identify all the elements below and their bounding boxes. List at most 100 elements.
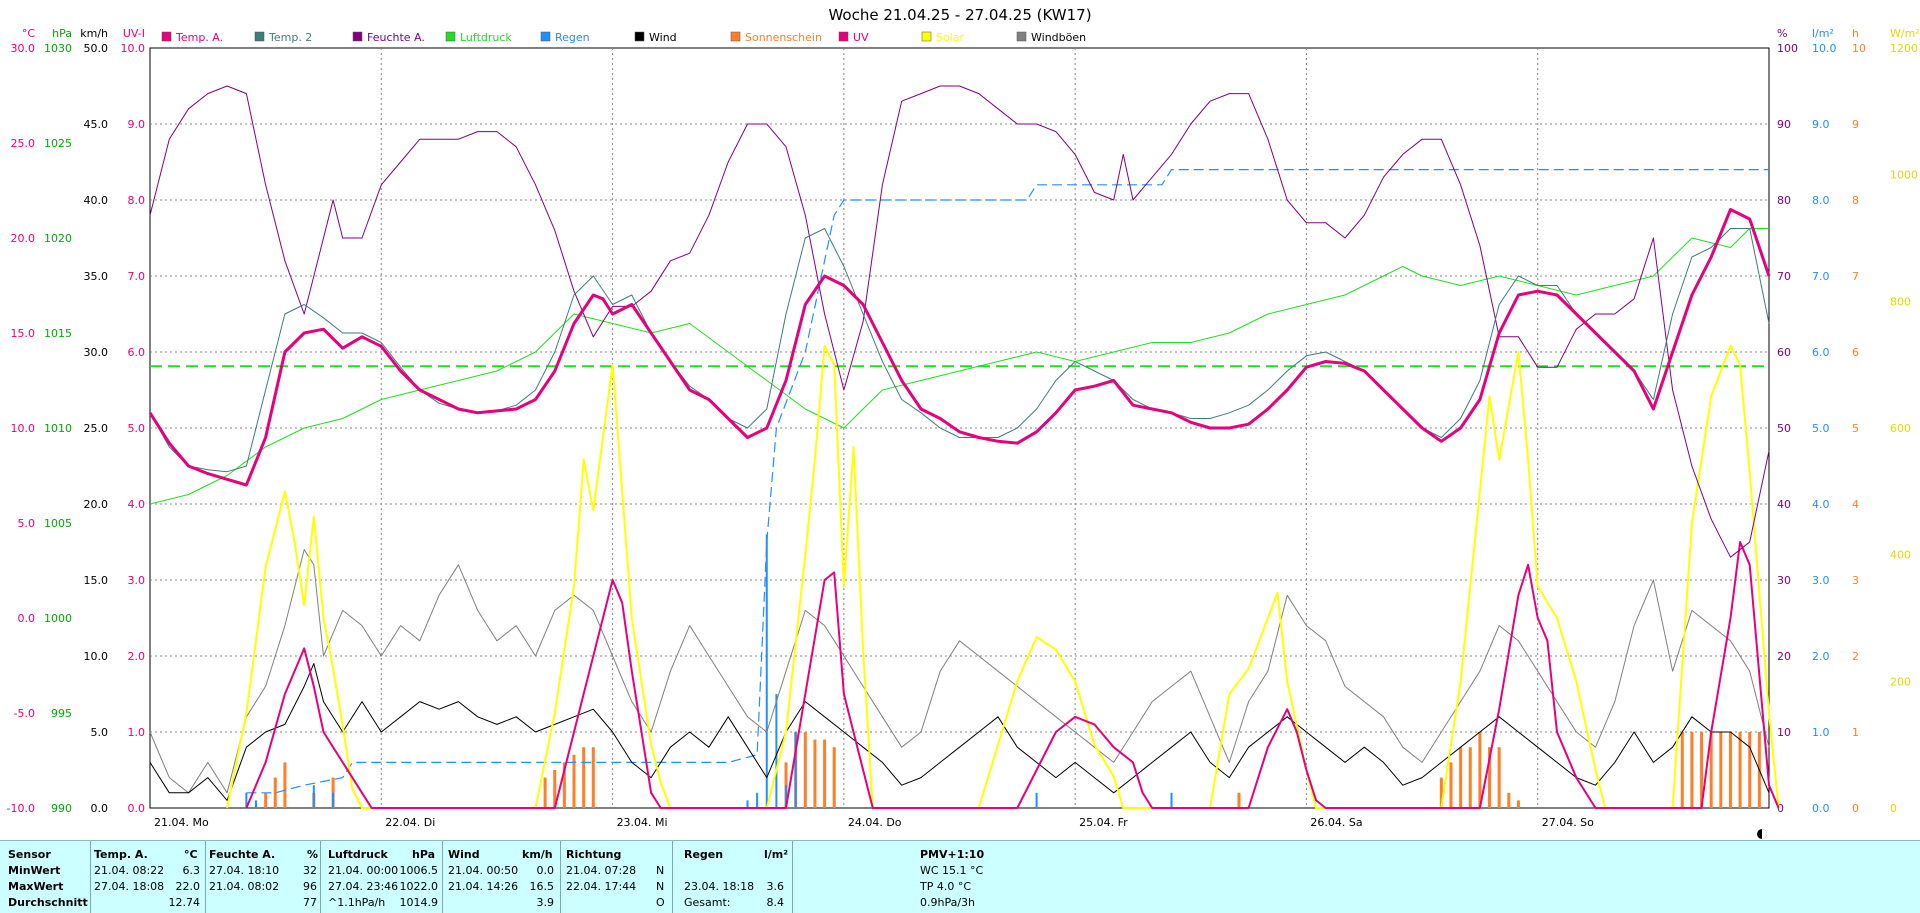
axis-tick-humidity: 30 — [1777, 574, 1791, 587]
legend-label-sonnenschein: Sonnenschein — [745, 31, 822, 44]
axis-tick-solar: 600 — [1890, 422, 1911, 435]
stats-humidity-unit: % — [307, 848, 319, 861]
stats-pressure-min-value: 1006.5 — [399, 864, 439, 877]
stats-temp-unit: °C — [184, 848, 198, 861]
axis-tick-wind: 50.0 — [84, 42, 109, 55]
stats-rain-max-value: 3.6 — [766, 880, 785, 893]
axis-tick-sunshine: 1 — [1852, 726, 1859, 739]
sunshine-bar — [1680, 732, 1684, 808]
stats-temp-column: Temp. A. °C 21.04. 08:22 6.3 27.04. 18:0… — [90, 841, 206, 913]
axis-tick-temp: 5.0 — [18, 517, 36, 530]
rain-bar — [765, 534, 768, 808]
stats-min-label: MinWert — [8, 864, 61, 877]
series-line-wind — [149, 663, 1770, 801]
axis-tick-wind: 20.0 — [84, 498, 109, 511]
x-axis-day-label: 22.04. Di — [385, 816, 435, 829]
sunshine-bar — [1748, 732, 1752, 808]
legend-label-temp-a: Temp. A. — [175, 31, 223, 44]
sunshine-bar — [1439, 777, 1443, 808]
legend-label-luftdruck: Luftdruck — [460, 31, 512, 44]
axis-tick-humidity: 70 — [1777, 270, 1791, 283]
sunshine-bar — [582, 747, 586, 808]
axis-tick-sunshine: 3 — [1852, 574, 1859, 587]
axis-tick-wind: 45.0 — [84, 118, 109, 131]
sunshine-bar — [572, 754, 576, 808]
axis-tick-temp: 15.0 — [11, 327, 36, 340]
stats-humidity-min-time: 27.04. 18:10 — [209, 864, 280, 877]
stats-wind-max-value: 16.5 — [529, 880, 555, 893]
axis-tick-sunshine: 10 — [1852, 42, 1866, 55]
sunshine-bar — [264, 792, 268, 808]
x-axis-day-label: 21.04. Mo — [154, 816, 209, 829]
legend-swatch-feuchte-a — [352, 31, 363, 42]
axis-tick-humidity: 50 — [1777, 422, 1791, 435]
left-axes: 30.0 25.0 20.0 15.0 10.0 5.0 0.0 -5.0 -10.0 °C 103… — [7, 27, 145, 815]
axis-unit-pressure: hPa — [52, 27, 72, 40]
sunshine-bar — [1507, 792, 1511, 808]
axis-unit-solar: W/m² — [1890, 27, 1920, 40]
axis-tick-humidity: 60 — [1777, 346, 1791, 359]
stats-humidity-max-value: 96 — [303, 880, 317, 893]
stats-pressure-trend: ^1.1hPa/h — [328, 896, 386, 909]
axis-tick-uv: 2.0 — [128, 650, 146, 663]
stats-pmv-header: PMV+1:10 — [920, 848, 985, 861]
stats-rain-column: Regen l/m² 23.04. 18:18 3.6 Gesamt: 8.4 — [672, 841, 793, 913]
x-axis-day-label: 26.04. Sa — [1310, 816, 1362, 829]
series-line-feuchte-a — [149, 85, 1770, 558]
axis-tick-pressure: 1030 — [44, 42, 72, 55]
axis-tick-uv: 4.0 — [128, 498, 146, 511]
axis-tick-wind: 30.0 — [84, 346, 109, 359]
axis-tick-temp: 0.0 — [18, 612, 36, 625]
axis-tick-sunshine: 6 — [1852, 346, 1859, 359]
sunshine-bar — [1468, 747, 1472, 808]
rain-bar — [756, 792, 759, 808]
axis-tick-sunshine: 2 — [1852, 650, 1859, 663]
axis-tick-pressure: 995 — [51, 707, 72, 720]
axis-tick-solar: 800 — [1890, 295, 1911, 308]
sunshine-bar — [562, 762, 566, 808]
legend-swatch-temp-2 — [254, 31, 265, 42]
axis-tick-wind: 5.0 — [91, 726, 109, 739]
axis-tick-solar: 0 — [1890, 802, 1897, 815]
axis-tick-rain: 2.0 — [1812, 650, 1830, 663]
stats-rain-total-label: Gesamt: — [684, 896, 731, 909]
sunshine-bar — [823, 739, 827, 808]
axis-tick-wind: 25.0 — [84, 422, 109, 435]
axis-tick-wind: 35.0 — [84, 270, 109, 283]
x-axis-day-label: 25.04. Fr — [1079, 816, 1128, 829]
sunshine-bar — [543, 777, 547, 808]
rain-bar — [775, 694, 778, 808]
legend-label-solar: Solar — [936, 31, 965, 44]
legend-swatch-temp-a — [161, 31, 172, 42]
rain-bar — [245, 792, 248, 808]
axis-tick-rain: 6.0 — [1812, 346, 1830, 359]
stats-sensor-column: Sensor MinWert MaxWert Durchschnitt — [0, 841, 91, 913]
axis-tick-rain: 0.0 — [1812, 802, 1830, 815]
axis-tick-humidity: 20 — [1777, 650, 1791, 663]
axis-tick-solar: 400 — [1890, 549, 1911, 562]
axis-tick-wind: 40.0 — [84, 194, 109, 207]
stats-temp-max-time: 27.04. 18:08 — [94, 880, 165, 893]
stats-wind-min-value: 0.0 — [536, 864, 555, 877]
sunshine-bar — [1237, 792, 1241, 808]
axis-tick-pressure: 1010 — [44, 422, 72, 435]
stats-pmv-column: PMV+1:10 WC 15.1 °C TP 4.0 °C 0.9hPa/3h — [792, 841, 1052, 913]
axis-tick-humidity: 0 — [1777, 802, 1784, 815]
axis-tick-pressure: 1005 — [44, 517, 72, 530]
stats-temp-min-value: 6.3 — [182, 864, 201, 877]
stats-temp-header: Temp. A. — [94, 848, 148, 861]
axis-tick-rain: 5.0 — [1812, 422, 1830, 435]
stats-wind-max-time: 21.04. 14:26 — [448, 880, 519, 893]
axis-tick-sunshine: 4 — [1852, 498, 1859, 511]
axis-tick-uv: 3.0 — [128, 574, 146, 587]
stats-rain-max-time: 23.04. 18:18 — [684, 880, 755, 893]
axis-tick-uv: 7.0 — [128, 270, 146, 283]
axis-tick-uv: 9.0 — [128, 118, 146, 131]
series-line-regen-cumulative — [246, 169, 1769, 794]
stats-sensor-header: Sensor — [8, 848, 51, 861]
rain-bar — [785, 785, 788, 808]
axis-tick-uv: 5.0 — [128, 422, 146, 435]
rain-bar — [1035, 792, 1038, 808]
weather-week-chart: Woche 21.04.25 - 27.04.25 (KW17) Temp. A… — [6, 6, 1920, 839]
axis-unit-wind: km/h — [80, 27, 108, 40]
